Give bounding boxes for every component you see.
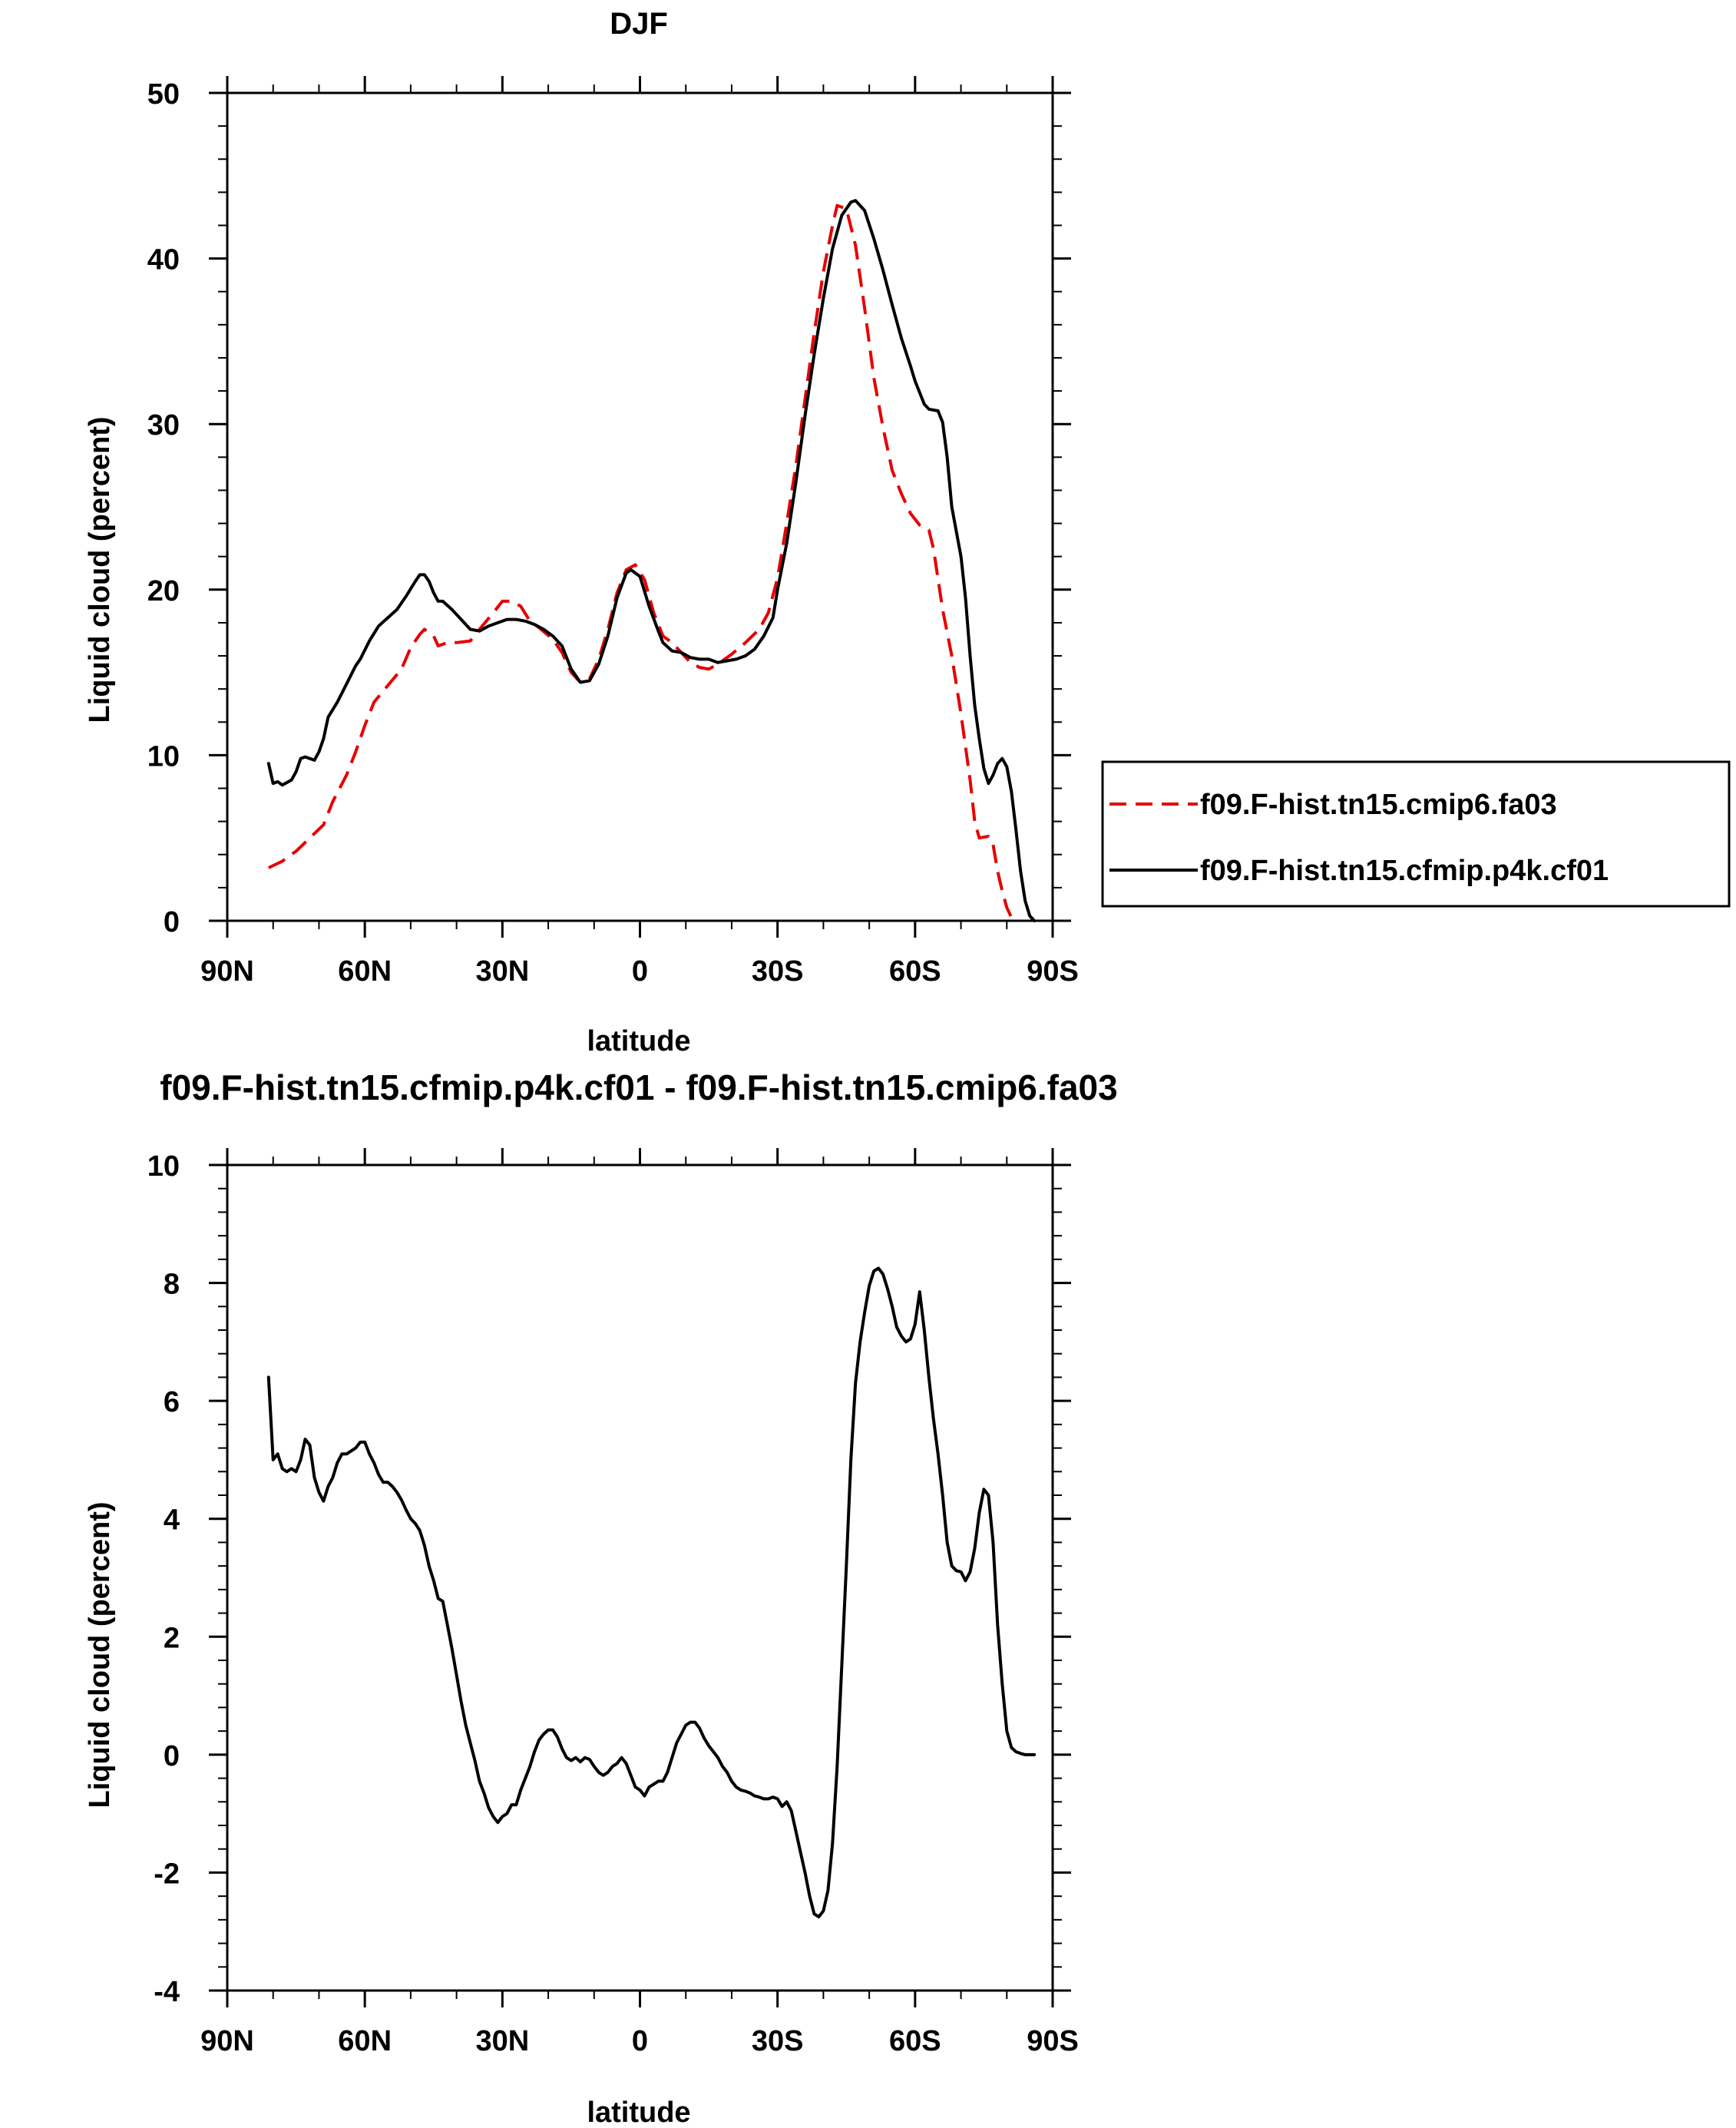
top-x-tick-label: 30N [475,955,529,988]
top-x-tick-label: 30S [752,955,804,988]
bottom-y-tick-label: -2 [154,1858,180,1890]
bottom-x-tick-label: 60N [338,2025,392,2057]
top-series-line-1 [266,199,1037,922]
top-y-tick-label: 0 [164,906,180,938]
bottom-y-tick-label: 4 [164,1504,180,1537]
top-chart-ylabel: Liquid cloud (percent) [84,417,116,723]
legend-label-fa03: f09.F-hist.tn15.cmip6.fa03 [1200,789,1557,821]
top-y-tick-label: 40 [147,244,180,276]
bottom-chart-xlabel: latitude [587,2097,690,2128]
top-chart-plot-area: 90N 60N 30N 0 30S 60S 90S 0 10 20 30 40 50 [147,76,1079,988]
bottom-x-tick-label: 90S [1027,2025,1079,2057]
bottom-chart: f09.F-hist.tn15.cfmip.p4k.cf01 - f09.F-h… [84,1067,1118,2128]
bottom-chart-ylabel: Liquid cloud (percent) [84,1502,116,1809]
top-x-tick-label: 0 [632,955,648,988]
top-chart: DJF Liquid cloud (percent) latitude 90N 6… [84,7,1731,1057]
bottom-x-tick-label: 60S [889,2025,941,2057]
top-y-tick-label: 10 [147,740,180,773]
bottom-chart-plot-area: 90N 60N 30N 0 30S 60S 90S -4 -2 0 2 4 6 8 10 [147,1148,1079,2057]
bottom-y-tick-label: 2 [164,1622,180,1654]
bottom-x-tick-label: 30S [752,2025,804,2057]
bottom-x-tick-label: 90N [200,2025,254,2057]
bottom-y-tick-label: 8 [164,1269,180,1301]
top-x-tick-label: 90S [1027,955,1079,988]
top-series-line-0 [267,204,1017,922]
bottom-series-line-0 [266,1266,1037,1918]
top-y-tick-label: 30 [147,409,180,442]
top-chart-legend: f09.F-hist.tn15.cmip6.fa03 f09.F-hist.tn… [1101,760,1731,908]
top-chart-title: DJF [610,7,668,41]
top-y-tick-label: 50 [147,78,180,111]
top-x-tick-label: 60N [338,955,392,988]
bottom-y-tick-label: 0 [164,1740,180,1772]
bottom-y-tick-label: 10 [147,1150,180,1183]
bottom-y-tick-label: -4 [154,1976,180,2008]
bottom-y-tick-label: 6 [164,1386,180,1418]
top-chart-xlabel: latitude [587,1025,690,1057]
legend-frame [1101,760,1731,908]
bottom-chart-title: f09.F-hist.tn15.cfmip.p4k.cf01 - f09.F-h… [160,1067,1117,1107]
bottom-x-tick-label: 0 [632,2025,648,2057]
top-y-tick-label: 20 [147,575,180,607]
top-x-tick-label: 90N [200,955,254,988]
top-x-tick-label: 60S [889,955,941,988]
legend-label-p4k: f09.F-hist.tn15.cfmip.p4k.cf01 [1200,855,1609,887]
bottom-x-tick-label: 30N [475,2025,529,2057]
